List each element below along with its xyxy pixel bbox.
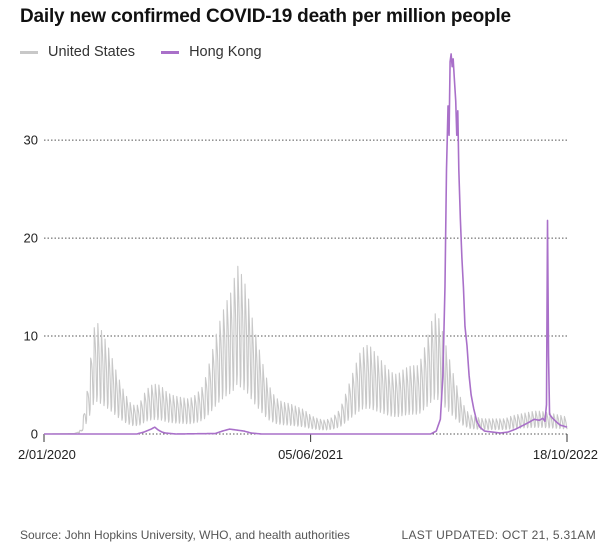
x-tick-label-2: 18/10/2022 bbox=[533, 447, 598, 462]
legend-label-united-states: United States bbox=[48, 44, 136, 60]
y-tick-label-30: 30 bbox=[24, 133, 38, 148]
chart-title: Daily new confirmed COVID-19 death per m… bbox=[20, 6, 511, 27]
chart-legend: United States Hong Kong bbox=[20, 44, 262, 60]
legend-label-hong-kong: Hong Kong bbox=[189, 44, 262, 60]
series-line-hong-kong bbox=[43, 53, 568, 435]
x-tick-label-0: 2/01/2020 bbox=[18, 447, 76, 462]
legend-swatch-hong-kong bbox=[161, 50, 180, 54]
x-tick-label-1: 05/06/2021 bbox=[278, 447, 343, 462]
legend-swatch-united-states bbox=[20, 50, 38, 54]
legend-item-united-states: United States bbox=[20, 44, 135, 60]
last-updated: LAST UPDATED: OCT 21, 5.31AM bbox=[401, 528, 596, 542]
y-tick-label-20: 20 bbox=[24, 231, 38, 246]
legend-item-hong-kong: Hong Kong bbox=[161, 44, 262, 60]
y-tick-label-0: 0 bbox=[31, 427, 38, 442]
y-tick-label-10: 10 bbox=[24, 329, 38, 344]
source-note: Source: John Hopkins University, WHO, an… bbox=[20, 528, 350, 542]
series-line-united-states bbox=[43, 265, 568, 435]
